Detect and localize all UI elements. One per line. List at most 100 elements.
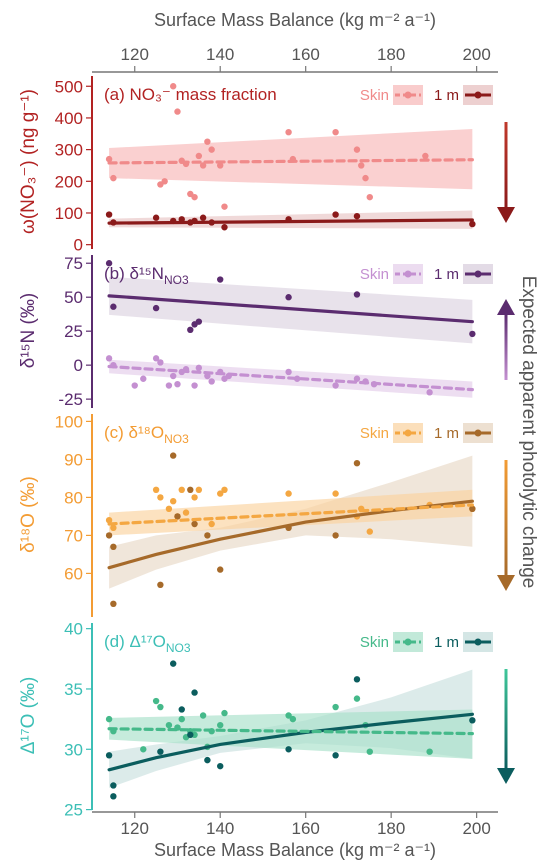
panel-title: (d) Δ¹⁷ONO3 [104,632,191,655]
legend-skin-marker [404,270,412,278]
point-1m [105,532,113,539]
point-1m [152,214,160,221]
legend-1m-marker [474,91,482,99]
point-skin [178,486,185,493]
point-1m [469,220,476,228]
point-skin [152,486,160,493]
bottom-tick-label: 180 [377,819,405,838]
point-skin [353,695,361,702]
point-skin [366,528,373,535]
top-tick-label: 120 [121,45,149,64]
y-axis-label: δ¹⁸O (‰) [18,476,39,553]
point-skin [332,490,339,497]
y-tick-label: 40 [64,620,83,639]
fit-line-1m [107,294,474,324]
legend-1m-marker [474,638,482,646]
point-skin [105,355,113,362]
point-skin [157,494,164,501]
top-axis-label: Surface Mass Balance (kg m⁻² a⁻¹) [154,10,436,30]
fit-line-skin [107,364,474,392]
point-skin [353,375,361,382]
point-skin [426,389,433,396]
arrow-head [497,299,515,315]
panel-title-subscript: NO3 [166,641,191,655]
legend-1m-label: 1 m [434,87,459,104]
top-tick-label: 200 [462,45,490,64]
legend-1m-label: 1 m [434,634,459,651]
point-1m [285,294,292,301]
point-skin [204,138,211,145]
point-1m [110,782,117,789]
point-skin [170,498,177,505]
point-1m [221,224,228,231]
point-1m [332,532,339,539]
point-skin [199,712,207,719]
y-tick-label: 300 [55,141,83,160]
point-skin [157,703,164,711]
legend-1m-marker [474,429,482,437]
point-skin [152,355,160,362]
panel-c: 60 70 80 90 100 δ¹⁸O (‰) (c) δ¹⁸ONO3 Skin 1 m [18,412,515,617]
point-1m [157,748,164,755]
panel-d: 25 30 35 40 Δ¹⁷O (‰) (d) Δ¹⁷ONO3 Skin 1 m [18,620,515,820]
point-1m [110,543,117,550]
fit-line-skin [107,158,474,165]
y-tick-label: 25 [64,801,83,820]
top-tick-label: 140 [206,45,234,64]
legend-skin-label: Skin [360,266,389,283]
panel-title: (c) δ¹⁸ONO3 [104,423,189,446]
y-tick-label: 500 [55,77,83,96]
y-tick-label: 80 [64,488,83,507]
arrow-shaft [504,122,508,209]
point-1m [110,303,117,310]
point-skin [285,368,292,376]
point-skin [422,152,429,160]
point-1m [353,291,361,298]
point-1m [105,752,113,759]
y-axis-label: Δ¹⁷O (‰) [18,677,39,755]
point-skin [170,372,177,380]
point-skin [165,721,173,729]
point-skin [285,490,292,497]
point-skin [366,748,373,755]
top-tick-label: 180 [377,45,405,64]
point-skin [285,128,292,136]
point-skin [140,375,147,382]
point-1m [199,214,207,221]
point-skin [174,380,181,388]
y-tick-label: 35 [64,680,83,699]
point-1m [217,566,224,573]
point-skin [174,108,181,115]
arrow-head [497,575,515,591]
point-skin [366,193,373,201]
point-1m [353,460,361,467]
point-skin [208,378,215,385]
band-skin [109,489,473,536]
arrow-head [497,207,515,223]
arrow-shaft [504,669,508,770]
point-skin [221,486,228,493]
point-1m [195,318,203,325]
y-tick-label: 25 [64,322,83,341]
bottom-tick-label: 200 [462,819,490,838]
legend-skin-marker [404,638,412,646]
point-skin [195,152,203,160]
point-1m [187,486,194,493]
legend-skin-label: Skin [360,634,389,651]
legend-skin-marker [404,429,412,437]
legend-1m-label: 1 m [434,266,459,283]
point-1m [217,276,224,283]
point-skin [165,382,173,389]
point-skin [182,509,190,516]
point-1m [170,660,177,667]
point-skin [221,203,228,210]
panel-title: (a) NO₃⁻ mass fraction [104,85,277,104]
point-skin [362,174,369,182]
point-skin [208,146,215,153]
legend-skin-label: Skin [360,87,389,104]
y-tick-label: 400 [55,109,83,128]
bottom-axis: 120 140 160 180 200 [92,811,498,838]
point-1m [157,581,164,588]
point-skin [152,697,160,705]
point-skin [289,715,297,723]
